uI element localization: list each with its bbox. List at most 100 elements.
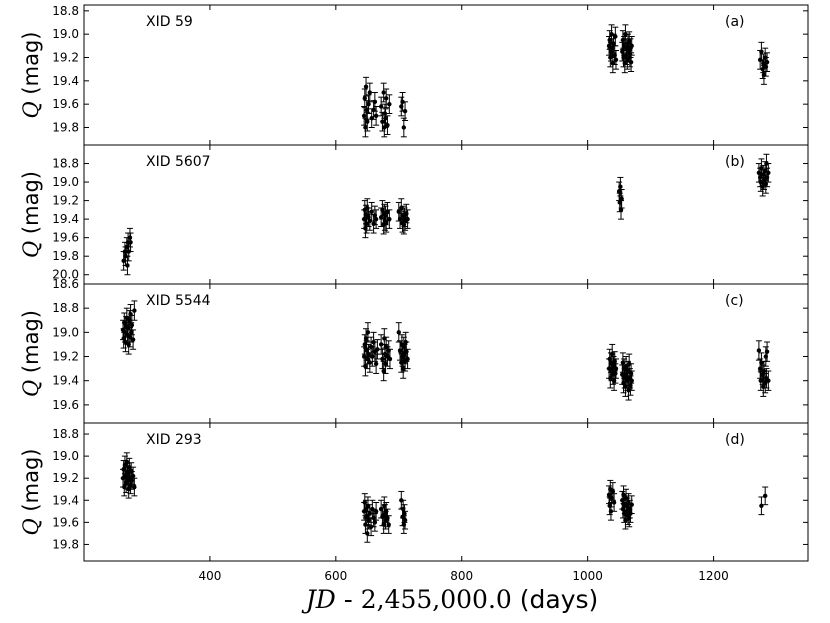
data-point (367, 511, 373, 516)
y-tick-label: 19.2 (52, 194, 79, 208)
data-point (381, 90, 386, 95)
data-point (613, 34, 618, 39)
y-tick-label: 19.2 (52, 350, 79, 364)
y-axis-label-symbol: Q (19, 101, 43, 118)
data-point (613, 57, 619, 63)
x-axis-label-jd: JD (301, 585, 336, 614)
data-point (381, 368, 386, 374)
data-point (618, 184, 623, 189)
x-tick-label: 600 (324, 569, 347, 583)
data-point (383, 96, 389, 101)
data-point (373, 361, 379, 366)
y-tick-label: 19.6 (52, 231, 79, 245)
data-point (124, 459, 130, 464)
data-point (383, 361, 388, 366)
data-point (628, 371, 634, 376)
panel-frame (83, 422, 809, 562)
x-tick-label: 400 (198, 569, 221, 583)
data-point (386, 522, 391, 527)
data-points (120, 452, 769, 543)
data-point (400, 366, 406, 371)
data-point (378, 104, 384, 109)
panel-label: (b) (725, 154, 745, 170)
data-point (618, 207, 624, 213)
data-point (380, 207, 385, 213)
data-point (628, 59, 634, 65)
y-tick-label: 19.2 (52, 471, 79, 485)
data-point (761, 61, 766, 66)
panel-label: (a) (725, 14, 745, 30)
data-point (396, 330, 401, 335)
data-point (370, 354, 375, 359)
panel-title: XID 59 (146, 14, 193, 30)
x-tick-label: 1200 (698, 569, 729, 583)
data-point (383, 220, 389, 226)
y-axis-label-unit: (mag) (19, 310, 43, 380)
y-tick-label: 19.4 (52, 374, 79, 388)
data-point (364, 107, 369, 113)
data-point (387, 101, 392, 107)
data-point (365, 531, 370, 536)
data-point (401, 125, 407, 130)
y-tick-label: 19.8 (52, 121, 79, 135)
panel-title: XID 5607 (146, 154, 211, 170)
data-point (387, 356, 393, 362)
data-point (764, 59, 770, 65)
data-point (629, 43, 634, 49)
data-point (613, 371, 618, 376)
y-tick-label: 18.8 (52, 157, 79, 171)
y-tick-label: 19.6 (52, 515, 79, 529)
data-point (375, 347, 380, 352)
data-point (127, 464, 132, 470)
y-tick-label: 18.6 (52, 277, 79, 291)
data-points (361, 24, 771, 138)
data-point (766, 170, 771, 175)
y-tick-label: 19.0 (52, 325, 79, 339)
y-tick-label: 19.6 (52, 97, 79, 111)
data-point (122, 484, 127, 490)
data-point (367, 90, 373, 95)
data-point (397, 348, 403, 353)
panel-c: 18.6 18.8 19.0 19.2 19.4 19.6 XID 5544 (c) Q (ma… (19, 277, 809, 424)
data-point (363, 84, 369, 89)
y-tick-label: 19.8 (52, 249, 79, 263)
y-axis-label-unit: (mag) (19, 171, 43, 241)
data-point (126, 487, 131, 492)
y-tick-label: 19.4 (52, 212, 79, 226)
y-tick-label: 19.0 (52, 449, 79, 463)
y-axis-label-symbol: Q (19, 518, 43, 535)
y-tick-label: 19.0 (52, 27, 79, 41)
data-points (120, 153, 772, 276)
x-axis-label-space (512, 585, 520, 614)
y-axis-label: Q (mag) (19, 310, 43, 397)
data-points (120, 300, 772, 401)
data-point (130, 337, 136, 342)
data-point (363, 336, 369, 341)
data-point (756, 348, 762, 353)
data-point (362, 96, 367, 101)
data-point (385, 209, 390, 214)
panel-label: (d) (725, 432, 745, 448)
data-point (123, 339, 128, 345)
y-axis-label: Q (mag) (19, 171, 43, 258)
panel-title: XID 293 (146, 432, 202, 448)
data-point (619, 196, 624, 201)
y-tick-label: 18.8 (52, 427, 79, 441)
data-point (363, 363, 368, 369)
data-point (132, 308, 137, 313)
x-axis-label-sep: - (336, 585, 361, 614)
data-point (373, 216, 379, 222)
y-tick-label: 19.6 (52, 398, 79, 412)
x-axis-label-unit: (days) (520, 585, 599, 614)
data-point (366, 101, 371, 107)
data-point (128, 240, 133, 245)
panel-b: 18.8 19.0 19.2 19.4 19.6 19.8 20.0 XID 5607 (b) Q… (19, 144, 809, 285)
y-axis-label-symbol: Q (19, 241, 43, 258)
data-point (759, 165, 764, 171)
data-point (372, 520, 378, 525)
panel-d: 18.8 19.0 19.2 19.4 19.6 19.8 400 600 800 1000 120… (19, 422, 809, 583)
data-point (402, 108, 408, 114)
data-point (363, 125, 368, 130)
panel-a: 18.8 19.0 19.2 19.4 19.6 19.8 XID 59 (a) Q (mag) (19, 4, 809, 146)
